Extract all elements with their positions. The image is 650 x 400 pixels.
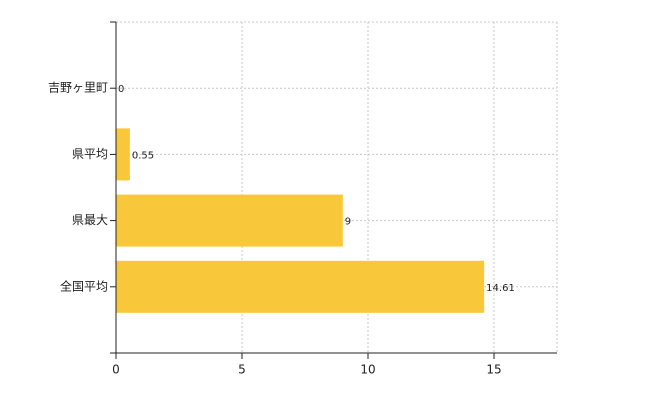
y-tick-label: 吉野ヶ里町 [48,81,108,95]
x-tick-label: 0 [112,363,120,377]
value-label: 9 [345,217,351,228]
y-tick-label: 県平均 [72,147,108,161]
value-label: 0 [118,84,124,95]
bar [116,194,343,247]
value-label: 0.55 [132,150,154,161]
x-tick-label: 5 [238,363,246,377]
y-tick-label: 全国平均 [60,278,108,293]
bar [116,128,130,181]
bar [116,260,485,313]
x-tick-label: 10 [360,363,375,377]
value-label: 14.61 [486,283,515,294]
y-tick-label: 県最大 [72,213,108,227]
x-tick-label: 15 [486,363,501,377]
